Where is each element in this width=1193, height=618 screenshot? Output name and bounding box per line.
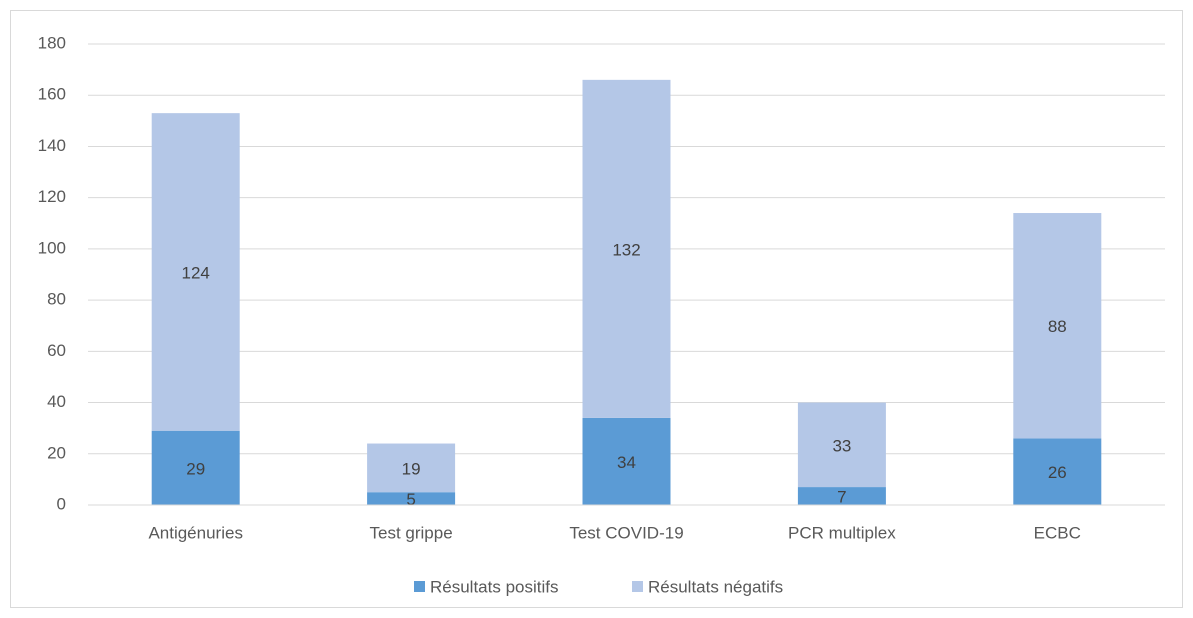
bar-segment (367, 492, 456, 505)
data-label: 19 (402, 459, 421, 478)
x-tick-label: Antigénuries (148, 523, 243, 542)
bar-segment (797, 487, 886, 505)
data-label: 132 (612, 240, 640, 259)
legend-label: Résultats positifs (430, 577, 559, 596)
data-label: 7 (837, 488, 846, 507)
y-tick-label: 40 (47, 392, 66, 411)
bar-segment (797, 402, 886, 488)
y-tick-label: 20 (47, 443, 66, 462)
y-tick-label: 60 (47, 341, 66, 360)
y-tick-label: 120 (38, 187, 66, 206)
x-tick-label: Test grippe (370, 523, 453, 542)
y-tick-label: 80 (47, 290, 66, 309)
legend-swatch (414, 581, 425, 592)
data-label: 124 (182, 263, 210, 282)
y-tick-label: 140 (38, 136, 66, 155)
data-label: 29 (186, 459, 205, 478)
legend-label: Résultats négatifs (648, 577, 783, 596)
x-tick-label: PCR multiplex (788, 523, 896, 542)
y-tick-label: 180 (38, 33, 66, 52)
data-label: 26 (1048, 463, 1067, 482)
bar-segment (151, 113, 240, 431)
y-tick-label: 100 (38, 238, 66, 257)
data-label: 5 (406, 490, 415, 509)
bar-segment (367, 443, 456, 493)
x-tick-label: ECBC (1034, 523, 1081, 542)
y-tick-label: 0 (57, 494, 66, 513)
data-label: 34 (617, 453, 636, 472)
y-tick-label: 160 (38, 85, 66, 104)
bar-segment (582, 79, 671, 418)
bar-segment (1013, 438, 1102, 505)
data-label: 33 (832, 436, 851, 455)
bar-segment (1013, 213, 1102, 439)
data-label: 88 (1048, 317, 1067, 336)
bar-segment (151, 430, 240, 505)
x-tick-label: Test COVID-19 (569, 523, 683, 542)
bar-segment (582, 417, 671, 505)
legend-swatch (632, 581, 643, 592)
